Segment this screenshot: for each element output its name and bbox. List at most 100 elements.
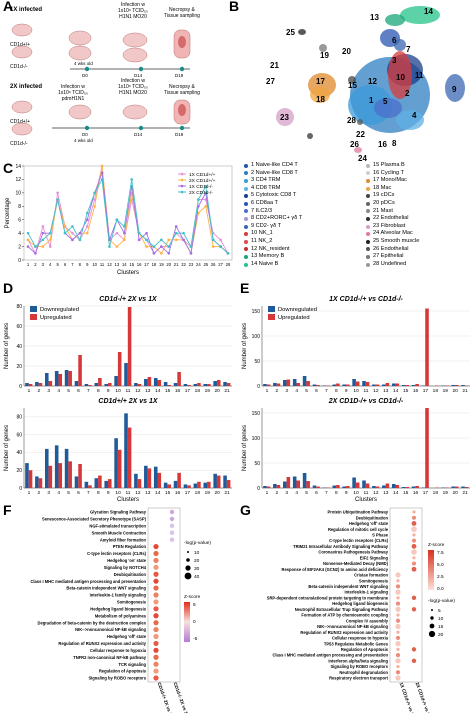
pig-icon	[11, 99, 191, 136]
x-tick-label: 18	[433, 490, 439, 496]
plot-frame	[147, 507, 181, 683]
x-tick-label: 8	[335, 490, 338, 496]
dot	[411, 595, 417, 601]
legend-swatch	[244, 194, 248, 199]
bar	[464, 487, 469, 488]
data-point	[160, 251, 163, 255]
x-tick-label: 17	[423, 388, 429, 394]
size-legend-dot	[428, 630, 436, 638]
bar	[153, 378, 158, 386]
dot	[395, 653, 401, 658]
bar	[355, 482, 360, 488]
x-tick-label: 10	[115, 490, 121, 496]
bar	[405, 385, 409, 386]
bar	[84, 481, 89, 488]
chart-title: CD1d+/+ 2X vs 1X	[98, 398, 158, 405]
bar	[167, 385, 171, 386]
data-point	[167, 238, 171, 242]
dot	[153, 564, 159, 570]
legend-swatch	[268, 306, 275, 312]
x-tick-label: 1	[28, 490, 31, 496]
bar	[134, 473, 138, 488]
x-tick-label: 4	[295, 388, 298, 394]
svg-text:6: 6	[392, 36, 397, 45]
data-point	[85, 225, 89, 228]
panel-letter-e: E	[240, 280, 250, 296]
x-tick-label: 14	[393, 490, 399, 496]
pathway-label: Signaling by ROBO receptors	[88, 676, 146, 681]
legend-swatch	[366, 194, 370, 199]
x-tick-label: 19	[443, 388, 449, 394]
data-point	[108, 245, 111, 248]
data-point	[137, 238, 141, 242]
legend-title: -log(p-value)	[184, 540, 211, 546]
legend-label: 20 pDCs	[373, 199, 395, 206]
svg-text:12: 12	[368, 77, 377, 86]
pathway-label: Degradation of beta-catenin by the destr…	[37, 620, 146, 625]
legend-label: Upregulated	[40, 315, 72, 321]
bar	[157, 380, 162, 386]
data-point	[145, 238, 148, 242]
bar	[127, 307, 132, 386]
dot	[412, 515, 416, 520]
bar	[104, 384, 108, 386]
row1-pig-top: CD1d+/+	[10, 42, 31, 48]
y-axis-label: Number of genes	[4, 323, 10, 369]
dot	[395, 601, 401, 606]
bar	[445, 487, 449, 488]
bar	[144, 465, 148, 488]
legend-label: 7 ILC2/3	[251, 207, 273, 214]
panel-f: Glycation Signaling Pathway Senescence-As…	[0, 506, 238, 713]
bar	[147, 468, 152, 488]
bar	[183, 384, 188, 386]
legend-label: 15 Plasma B	[373, 162, 405, 168]
y-tick-label: 8	[18, 204, 21, 210]
dot	[411, 526, 417, 532]
legend-label: 26 Endothelial	[373, 245, 409, 252]
pathway-label: Cellular response to hypoxia	[332, 636, 389, 641]
y-tick-label: 0	[19, 384, 22, 390]
pathway-label: C-type lectin receptors (CLRs)	[329, 538, 389, 543]
dot	[411, 658, 417, 664]
bar	[38, 383, 43, 386]
pathway-label: Class I MHC mediated antigen processing …	[272, 653, 388, 658]
data-point	[71, 238, 74, 242]
data-point	[219, 245, 222, 248]
bar	[362, 381, 366, 386]
dot	[153, 640, 159, 647]
x-tick-label: 13	[115, 262, 120, 267]
y-tick-label: 40	[16, 450, 22, 456]
pathway-label: NIK-->noncanonical NF-kB signaling	[317, 624, 388, 629]
x-tick-label: 27	[218, 262, 223, 267]
dot	[153, 661, 159, 667]
bar	[336, 383, 340, 386]
legend-label: 25 Smooth muscle	[373, 237, 420, 244]
data-point	[100, 171, 104, 175]
legend-marker	[180, 190, 184, 194]
x-tick-label: 9	[345, 388, 348, 394]
pathway-label: Class I MHC mediated antigen processing …	[30, 579, 146, 584]
svg-text:8: 8	[392, 139, 397, 148]
y-tick-label: 40	[16, 344, 22, 350]
x-tick-label: 7	[71, 262, 74, 267]
dot	[169, 537, 175, 542]
svg-text:4: 4	[412, 111, 417, 120]
x-tick-label: 14	[393, 388, 399, 394]
pig-icon	[11, 23, 191, 63]
bar	[35, 476, 39, 488]
svg-text:7: 7	[406, 45, 411, 54]
bar	[322, 385, 327, 386]
bar	[441, 487, 446, 488]
dot	[396, 647, 400, 651]
bar	[342, 384, 346, 386]
bar	[425, 308, 429, 386]
x-tick-label: 10	[92, 262, 97, 267]
legend-label: 10	[438, 616, 444, 622]
dot	[396, 596, 400, 600]
x-tick-label: 11	[364, 388, 369, 394]
bar	[336, 485, 340, 488]
legend-item: 5 Cytotoxic CD8 T	[244, 192, 364, 200]
legend-item: 11 NK_2	[244, 238, 364, 246]
bar	[375, 384, 380, 386]
